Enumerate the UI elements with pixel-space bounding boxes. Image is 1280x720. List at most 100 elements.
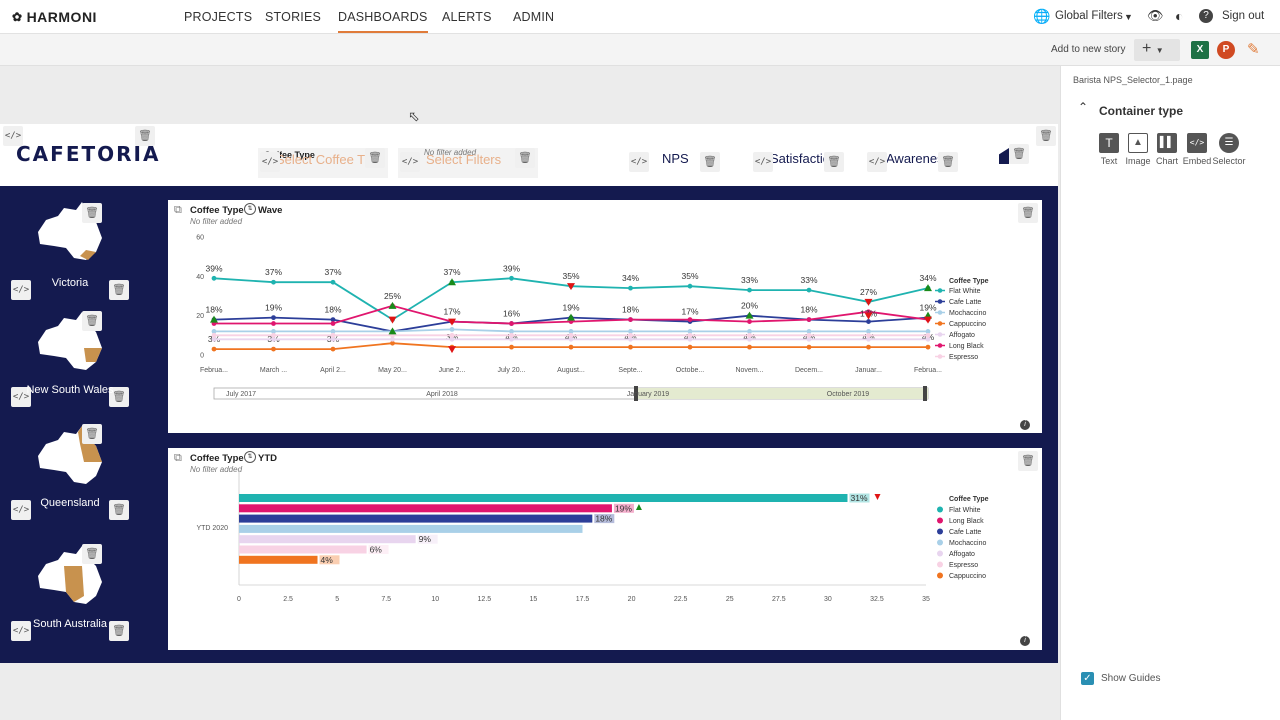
embed-code-icon[interactable]: </> — [11, 387, 31, 407]
embed-code-icon[interactable]: </> — [753, 152, 773, 172]
embed-code-icon[interactable]: </> — [11, 621, 31, 641]
trash-icon[interactable]: 🗑 — [109, 280, 129, 300]
data-point — [628, 344, 633, 350]
embed-code-icon[interactable]: </> — [400, 152, 420, 172]
embed-code-icon[interactable]: </> — [629, 152, 649, 172]
data-point — [628, 332, 633, 338]
bar-affogato — [239, 535, 416, 544]
x-tick-label: 20 — [628, 596, 636, 603]
x-tick-label: 25 — [726, 596, 734, 603]
trash-icon[interactable]: 🗑 — [82, 544, 102, 564]
trash-icon[interactable]: 🗑 — [515, 148, 535, 168]
legend-marker — [937, 332, 943, 337]
bar-cappuccino — [239, 555, 318, 564]
nav-admin[interactable]: ADMIN — [513, 10, 555, 24]
trash-icon[interactable]: 🗑 — [1018, 451, 1038, 471]
data-point — [330, 317, 336, 322]
brand-logo[interactable]: ✿ HARMONI — [12, 9, 97, 25]
global-filters-button[interactable]: Global Filters — [1055, 10, 1123, 22]
chevron-down-icon[interactable]: ▼ — [1124, 12, 1133, 22]
nps-link[interactable]: NPS — [662, 151, 689, 166]
embed-code-icon[interactable]: </> — [11, 280, 31, 300]
trash-icon[interactable]: 🗑 — [82, 311, 102, 331]
chart-icon: ▌▌ — [1157, 133, 1177, 153]
legend-item: Flat White — [949, 288, 981, 295]
embed-code-icon[interactable]: </> — [867, 152, 887, 172]
nav-stories[interactable]: STORIES — [265, 10, 322, 24]
up-arrow-icon — [567, 313, 575, 321]
data-point — [568, 336, 574, 342]
expand-icon[interactable]: ⧉ — [174, 204, 182, 216]
excel-export-icon[interactable]: X — [1191, 41, 1209, 59]
trash-icon[interactable]: 🗑 — [1018, 203, 1038, 223]
embed-code-icon[interactable]: </> — [3, 126, 23, 146]
edit-pencil-icon[interactable]: ✎ — [1247, 41, 1260, 58]
select-filters-selector[interactable]: No filter added Select Filters — [398, 148, 538, 178]
eye-icon[interactable]: 👁 — [1147, 8, 1164, 23]
trash-icon[interactable]: 🗑 — [82, 424, 102, 444]
trash-icon[interactable]: 🗑 — [109, 621, 129, 641]
tool-image[interactable]: ▲ Image — [1123, 133, 1153, 166]
data-point — [687, 317, 693, 322]
data-label: 18% — [622, 305, 639, 315]
ytd-bar-chart[interactable]: YTD 2020 0 2.5 5 7.5 10 12.5 15 17.5 20 22.5 25 27.5… — [168, 448, 1042, 650]
legend-marker — [937, 550, 943, 557]
data-point — [866, 319, 871, 324]
down-arrow-icon — [448, 318, 456, 326]
embed-code-icon[interactable]: </> — [11, 500, 31, 520]
data-label: 39% — [205, 263, 222, 273]
satisfaction-link[interactable]: Satisfactio — [770, 151, 830, 166]
down-arrow-icon — [864, 298, 873, 306]
info-icon[interactable]: i — [1020, 420, 1030, 430]
collapse-chevron-icon[interactable]: ⌃ — [1078, 100, 1089, 114]
tool-selector[interactable]: ☰ Selector — [1212, 133, 1246, 166]
legend-title: Coffee Type — [949, 496, 989, 503]
info-icon[interactable]: i — [1020, 636, 1030, 646]
data-point — [330, 332, 336, 338]
y-tick-label: 20 — [196, 313, 204, 320]
trash-icon[interactable]: 🗑 — [700, 152, 720, 172]
trash-icon[interactable]: 🗑 — [82, 203, 102, 223]
help-icon[interactable]: ? — [1199, 9, 1213, 23]
expand-icon[interactable]: ⧉ — [174, 452, 182, 464]
trash-icon[interactable]: 🗑 — [1009, 144, 1029, 164]
category-label: YTD 2020 — [196, 525, 228, 532]
contrast-icon[interactable]: ◐ — [1175, 8, 1184, 24]
data-point — [747, 319, 752, 324]
no-filter-text: No filter added — [424, 148, 477, 157]
powerpoint-export-icon[interactable]: P — [1217, 41, 1235, 59]
data-point — [687, 329, 693, 334]
data-point — [330, 336, 336, 342]
x-tick-label: Octobe... — [676, 367, 704, 374]
tool-chart[interactable]: ▌▌ Chart — [1153, 133, 1181, 166]
trash-icon[interactable]: 🗑 — [135, 126, 155, 146]
data-label: 27% — [860, 287, 877, 297]
data-label-bg — [368, 545, 389, 554]
trash-icon[interactable]: 🗑 — [1036, 126, 1056, 146]
up-arrow-icon — [924, 284, 932, 292]
data-point — [747, 287, 752, 293]
trash-icon[interactable]: 🗑 — [365, 148, 385, 168]
tool-text[interactable]: T Text — [1095, 133, 1123, 166]
show-guides-checkbox[interactable]: ✓ — [1081, 672, 1094, 685]
data-point — [509, 321, 514, 326]
bar-espresso — [239, 545, 367, 554]
nav-projects[interactable]: PROJECTS — [184, 10, 253, 24]
data-point — [271, 315, 276, 321]
awareness-link[interactable]: Awarenes — [886, 151, 944, 166]
trash-icon[interactable]: 🗑 — [824, 152, 844, 172]
logo-icon: ✿ — [12, 10, 23, 24]
embed-code-icon[interactable]: </> — [260, 152, 280, 172]
trash-icon[interactable]: 🗑 — [109, 387, 129, 407]
wave-line-chart[interactable]: 0 20 40 60 Februa... March ... April 2... May 2… — [168, 200, 1042, 433]
trash-icon[interactable]: 🗑 — [938, 152, 958, 172]
sign-out-link[interactable]: Sign out — [1222, 10, 1265, 22]
tool-selector-label: Selector — [1212, 156, 1246, 166]
trash-icon[interactable]: 🗑 — [109, 500, 129, 520]
down-arrow-icon — [864, 312, 873, 320]
tool-embed[interactable]: </> Embed — [1182, 133, 1212, 166]
add-story-button[interactable]: + ▼ — [1134, 39, 1180, 61]
x-tick-label: April 2... — [320, 367, 346, 374]
nav-dashboards[interactable]: DASHBOARDS — [338, 10, 428, 33]
nav-alerts[interactable]: ALERTS — [442, 10, 492, 24]
